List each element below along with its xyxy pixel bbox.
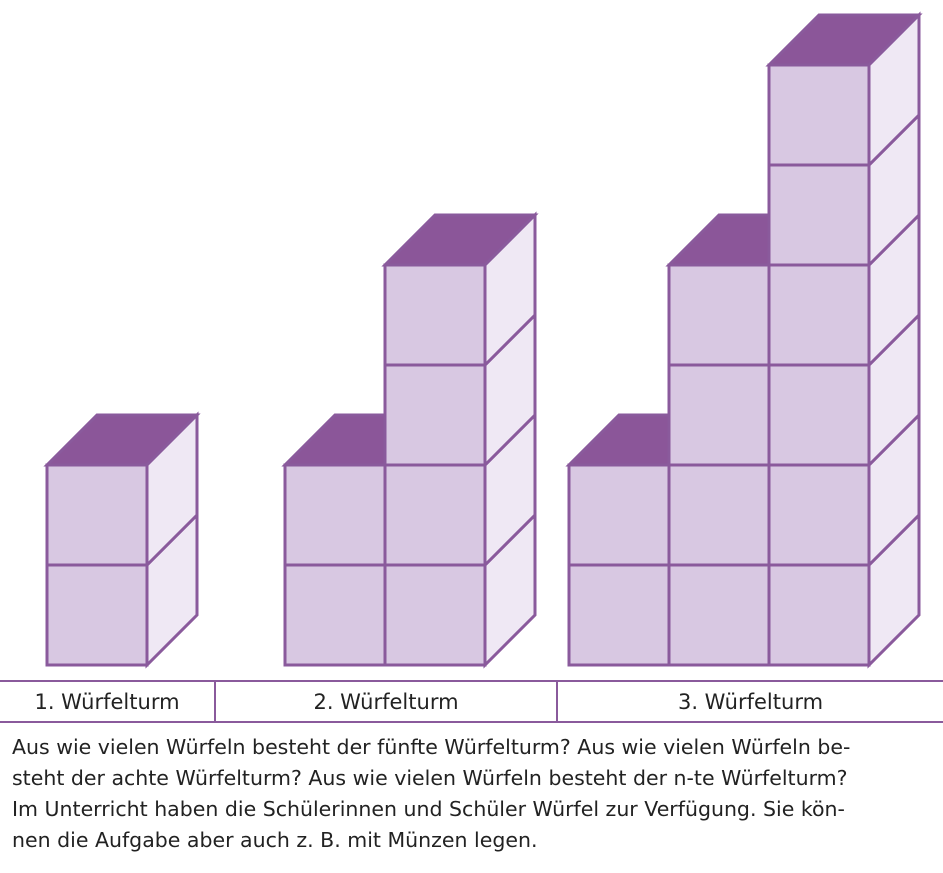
tower-label-1: 1. Würfelturm (34, 689, 180, 714)
cube-front (667, 263, 771, 367)
cube-front (667, 563, 771, 667)
task-line-4: nen die Aufgabe aber auch z. B. mit Münz… (12, 828, 538, 852)
cube-front (45, 463, 149, 567)
tower-label-3: 3. Würfelturm (556, 682, 943, 721)
cube-front (667, 463, 771, 567)
cube-side (145, 411, 199, 569)
cube-front (767, 363, 871, 467)
task-line-3: Im Unterricht haben die Schülerinnen und… (12, 797, 845, 821)
cube-front (767, 163, 871, 267)
cube-front (767, 63, 871, 167)
cube-front (767, 463, 871, 567)
tower-2 (281, 211, 539, 669)
cube-front (567, 563, 671, 667)
cube-front (45, 563, 149, 667)
task-line-2: steht der achte Würfelturm? Aus wie viel… (12, 766, 848, 790)
cube-front (767, 563, 871, 667)
cube-front (283, 563, 387, 667)
tower-label-2: 2. Würfelturm (214, 682, 556, 721)
cube-front (383, 263, 487, 367)
task-text: Aus wie vielen Würfeln besteht der fünft… (12, 732, 940, 856)
cube-front (283, 463, 387, 567)
cube-side (483, 211, 537, 369)
cube-front (383, 463, 487, 567)
cube-side (867, 11, 921, 169)
tower-1 (43, 411, 201, 669)
tower-3 (565, 11, 923, 669)
tower-labels-row: 1. Würfelturm 2. Würfelturm 3. Würfeltur… (0, 680, 943, 723)
cube-front (767, 263, 871, 367)
task-line-1: Aus wie vielen Würfeln besteht der fünft… (12, 735, 851, 759)
cube-front (383, 563, 487, 667)
cube-front (567, 463, 671, 567)
cube-front (383, 363, 487, 467)
cube-towers-figure (43, 11, 923, 669)
cube-front (667, 363, 771, 467)
